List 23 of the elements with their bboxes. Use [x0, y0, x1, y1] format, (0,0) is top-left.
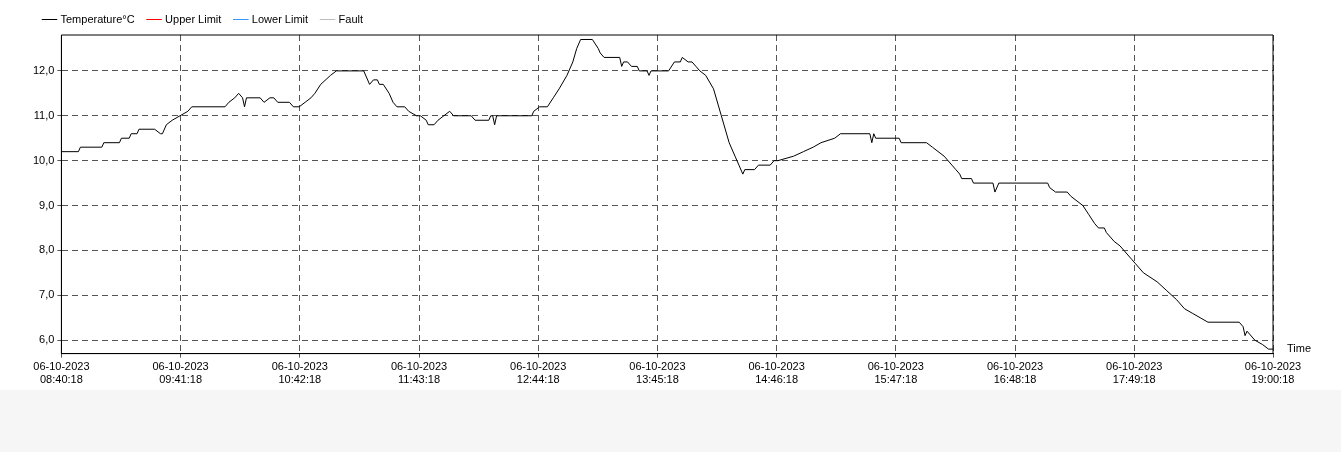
y-tick-label: 11,0	[33, 108, 55, 121]
x-tick-label: 06-10-2023 13:45:18	[629, 360, 686, 386]
legend-label: Fault	[338, 12, 364, 25]
legend-label: Upper Limit	[165, 12, 222, 25]
x-tick-label: 06-10-2023 12:44:18	[510, 360, 567, 386]
y-tick-label: 10,0	[32, 153, 55, 166]
y-tick-label: 7,0	[39, 288, 55, 301]
y-tick-label: 8,0	[39, 243, 55, 256]
y-tick-label: 9,0	[39, 198, 55, 211]
x-tick-label: 06-10-2023 19:00:18	[1244, 360, 1302, 386]
x-tick-label: 06-10-2023 17:49:18	[1106, 360, 1163, 386]
x-axis-title: Time	[1287, 341, 1312, 354]
x-tick-label: 06-10-2023 10:42:18	[271, 360, 328, 386]
x-tick-label: 06-10-2023 11:43:18	[390, 360, 448, 386]
x-tick-label: 06-10-2023 16:48:18	[986, 360, 1044, 386]
legend-label: Temperature°C	[60, 12, 135, 25]
x-tick-label: 06-10-2023 08:40:18	[33, 360, 90, 386]
x-tick-label: 06-10-2023 15:47:18	[867, 360, 924, 386]
x-tick-label: 06-10-2023 14:46:18	[748, 360, 805, 386]
x-tick-label: 06-10-2023 09:41:18	[152, 360, 209, 386]
y-tick-label: 12,0	[32, 63, 55, 76]
legend-label: Lower Limit	[251, 12, 309, 25]
y-tick-label: 6,0	[39, 333, 55, 346]
